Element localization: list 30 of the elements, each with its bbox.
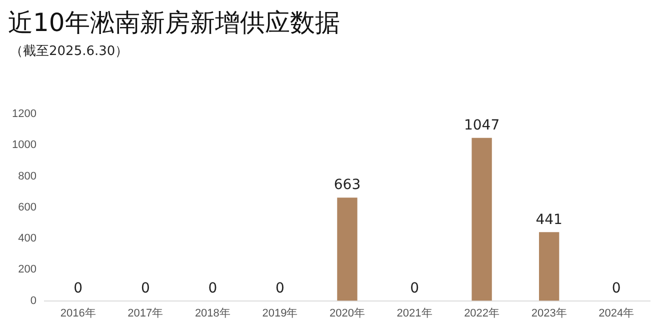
bar <box>337 198 358 301</box>
chart-title: 近10年淞南新房新增供应数据 <box>8 7 340 39</box>
data-label: 0 <box>74 280 83 296</box>
y-tick-label: 200 <box>18 264 36 276</box>
data-label: 0 <box>275 280 284 296</box>
data-label: 0 <box>612 280 621 296</box>
data-label: 0 <box>410 280 419 296</box>
x-tick-label: 2022年 <box>464 307 500 320</box>
y-tick-label: 600 <box>18 201 36 214</box>
data-label: 0 <box>140 280 150 296</box>
x-tick-label: 2019年 <box>262 307 298 320</box>
x-tick-label: 2024年 <box>598 307 634 320</box>
x-tick-label: 2021年 <box>396 307 432 320</box>
bar <box>538 232 560 301</box>
y-tick-label: 1000 <box>12 139 36 152</box>
data-label: 0 <box>208 280 218 296</box>
chart-subtitle: （截至2025.6.30） <box>10 43 128 60</box>
x-tick-label: 2016年 <box>60 307 96 320</box>
bar <box>472 138 492 301</box>
x-tick-label: 2018年 <box>194 307 230 320</box>
x-tick-label: 2017年 <box>128 307 164 320</box>
data-label: 1047 <box>464 117 500 134</box>
x-tick-label: 2023年 <box>531 307 567 320</box>
x-tick-label: 2020年 <box>329 307 365 320</box>
y-tick-label: 0 <box>30 294 36 307</box>
y-tick-label: 400 <box>18 232 36 245</box>
data-label: 663 <box>334 177 361 194</box>
data-label: 441 <box>536 212 562 228</box>
y-tick-label: 1200 <box>12 108 36 120</box>
y-tick-label: 800 <box>18 170 36 182</box>
